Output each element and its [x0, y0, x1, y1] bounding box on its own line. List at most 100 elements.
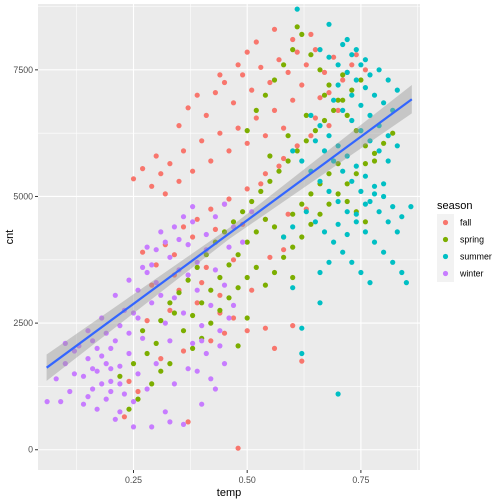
point-spring	[176, 290, 182, 296]
point-fall	[235, 445, 241, 451]
point-winter	[108, 378, 114, 384]
point-spring	[271, 269, 278, 276]
point-fall	[353, 52, 359, 58]
point-fall	[276, 163, 282, 169]
point-spring	[371, 158, 378, 164]
point-spring	[235, 285, 241, 291]
point-winter	[208, 302, 214, 308]
point-spring	[199, 300, 205, 306]
point-summer	[299, 350, 305, 357]
legend-key-spring	[442, 236, 449, 243]
point-winter	[108, 388, 114, 395]
point-summer	[335, 221, 341, 227]
point-spring	[190, 312, 196, 319]
point-spring	[344, 198, 350, 205]
point-fall	[162, 191, 168, 197]
point-fall	[262, 133, 268, 139]
point-summer	[358, 188, 364, 194]
point-summer	[381, 181, 387, 187]
point-fall	[267, 254, 273, 260]
point-spring	[253, 107, 259, 113]
point-summer	[349, 92, 355, 98]
point-summer	[353, 163, 359, 169]
point-spring	[217, 274, 223, 281]
point-fall	[326, 123, 332, 129]
point-summer	[358, 269, 364, 276]
point-summer	[381, 249, 387, 255]
point-fall	[149, 183, 155, 189]
point-spring	[353, 128, 359, 134]
point-winter	[199, 401, 205, 407]
point-fall	[235, 62, 241, 68]
point-winter	[221, 361, 228, 367]
point-winter	[80, 373, 87, 379]
point-fall	[121, 414, 127, 420]
point-fall	[244, 140, 250, 146]
point-fall	[303, 62, 309, 68]
legend: season fall spring summer winter	[437, 200, 492, 282]
point-summer	[331, 97, 337, 103]
point-winter	[149, 424, 155, 430]
point-summer	[340, 249, 346, 255]
point-spring	[326, 171, 332, 177]
point-summer	[394, 143, 400, 149]
point-spring	[312, 128, 318, 134]
point-spring	[158, 318, 164, 324]
point-summer	[408, 204, 414, 210]
point-summer	[344, 209, 350, 215]
point-summer	[371, 92, 378, 98]
point-winter	[135, 287, 141, 293]
point-winter	[117, 323, 123, 329]
point-winter	[212, 386, 218, 392]
y-tick-label: 0	[28, 445, 33, 455]
point-winter	[80, 401, 87, 407]
point-spring	[217, 307, 223, 313]
point-spring	[353, 171, 359, 177]
point-winter	[112, 338, 118, 344]
point-winter	[130, 424, 137, 430]
point-fall	[262, 171, 268, 177]
series-winter	[44, 201, 255, 430]
point-summer	[344, 231, 350, 238]
point-winter	[85, 356, 91, 362]
point-winter	[71, 371, 77, 377]
point-fall	[158, 171, 164, 177]
point-spring	[153, 340, 159, 346]
point-spring	[362, 161, 368, 167]
point-spring	[321, 92, 328, 98]
point-spring	[349, 87, 355, 93]
point-summer	[299, 158, 305, 164]
point-winter	[140, 264, 146, 270]
point-summer	[376, 148, 382, 154]
point-fall	[171, 252, 177, 258]
point-spring	[117, 373, 123, 379]
point-fall	[190, 168, 196, 174]
point-fall	[190, 234, 196, 240]
point-spring	[285, 158, 291, 164]
point-fall	[312, 47, 318, 53]
point-winter	[240, 239, 246, 245]
point-summer	[317, 123, 323, 129]
point-spring	[340, 97, 346, 103]
point-winter	[94, 345, 100, 351]
point-spring	[267, 153, 273, 159]
point-fall	[185, 419, 191, 425]
point-spring	[262, 282, 268, 288]
point-fall	[262, 325, 268, 331]
point-summer	[371, 191, 378, 197]
point-winter	[221, 201, 228, 207]
point-fall	[294, 49, 300, 55]
point-winter	[153, 361, 159, 367]
point-winter	[90, 386, 96, 392]
point-winter	[199, 338, 205, 344]
point-fall	[203, 264, 209, 270]
point-spring	[308, 52, 314, 58]
point-spring	[226, 295, 232, 301]
point-summer	[367, 280, 373, 286]
point-summer	[358, 62, 364, 68]
point-winter	[103, 330, 109, 336]
point-fall	[212, 226, 218, 232]
point-summer	[362, 85, 368, 91]
point-fall	[203, 112, 209, 118]
